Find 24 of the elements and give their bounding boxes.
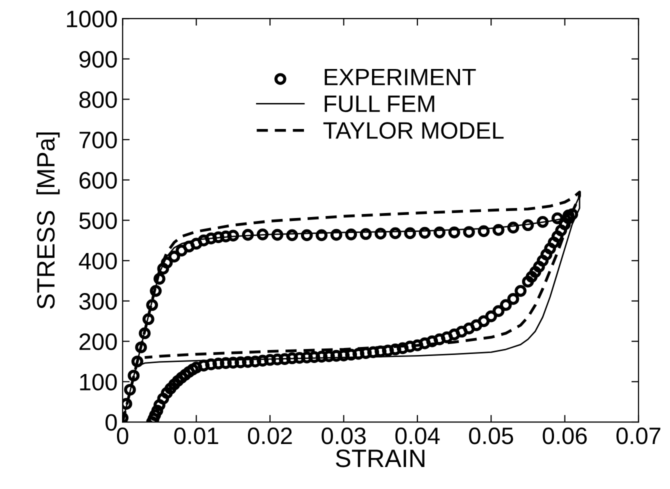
- x-tick-label: 0.01: [174, 427, 218, 444]
- x-tick-label: 0: [116, 427, 128, 444]
- y-tick-label: 800: [79, 91, 117, 108]
- y-tick-label: 100: [80, 374, 117, 390]
- legend-label: EXPERIMENT: [324, 68, 476, 86]
- y-axis-title: STRESS [MPa]: [36, 132, 60, 309]
- y-tick-label: 1000: [67, 10, 117, 28]
- y-tick-label: 900: [79, 50, 117, 68]
- x-tick-label: 0.02: [248, 427, 292, 444]
- x-tick-label: 0.03: [322, 427, 366, 444]
- y-tick-label: 200: [80, 333, 117, 350]
- y-tick-label: 300: [79, 293, 117, 310]
- y-tick-label: 500: [79, 212, 117, 230]
- x-tick-label: 0.06: [542, 427, 587, 444]
- x-tick-label: 0.04: [395, 427, 440, 444]
- legend-label: TAYLOR MODEL: [323, 122, 504, 139]
- y-tick-label: 600: [80, 172, 117, 189]
- x-tick-label: 0.07: [616, 427, 660, 444]
- y-tick-label: 700: [80, 132, 117, 148]
- y-tick-label: 400: [78, 252, 117, 270]
- x-tick-label: 0.05: [469, 427, 514, 444]
- x-axis-title: STRAIN: [336, 450, 424, 468]
- legend-label: FULL FEM: [324, 96, 434, 112]
- y-tick-label: 0: [106, 414, 117, 431]
